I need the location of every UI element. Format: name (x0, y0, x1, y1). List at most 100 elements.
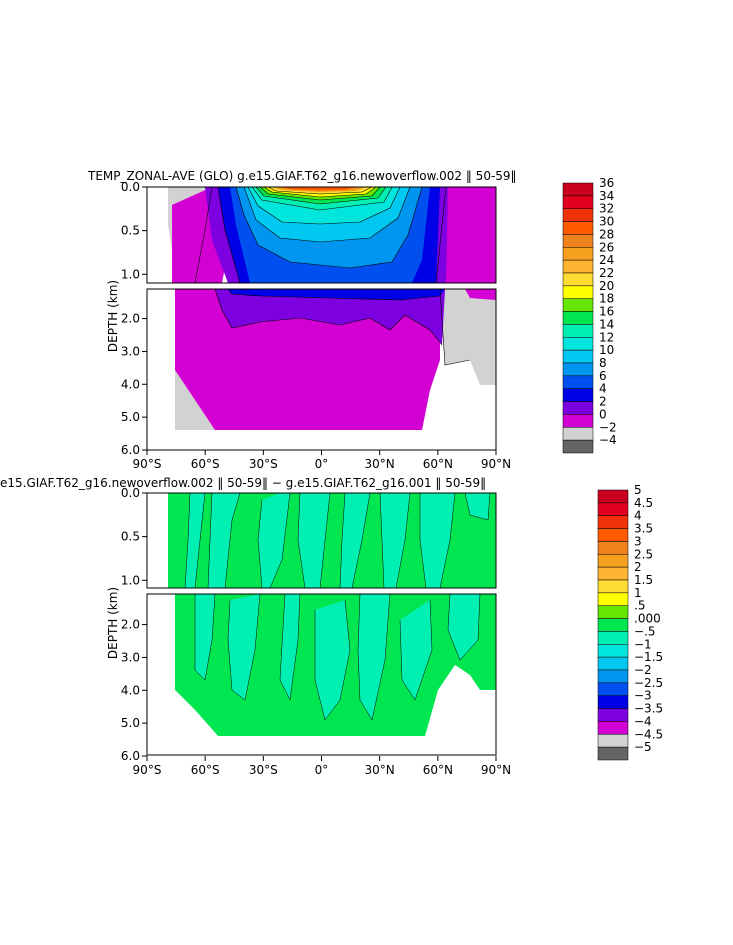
colorbar-swatch (597, 528, 629, 542)
chart-title: e15.GIAF.T62_g16.newoverflow.002 ‖ 50-59… (0, 476, 486, 490)
colorbar-swatch (597, 644, 629, 658)
colorbar-label: 34 (599, 189, 614, 203)
colorbar-label: 16 (599, 305, 614, 319)
colorbar-label: −1.5 (634, 650, 663, 664)
colorbar-label: −3.5 (634, 702, 663, 716)
colorbar-label: 18 (599, 292, 614, 306)
axis-ticks: 90°S 60°S 30°S 0° 30°N 60°N 90°N 0.0 0.5 1.0 2.0 3.… (121, 486, 511, 777)
colorbar-label: 3 (634, 534, 642, 548)
colorbar-label: 6 (599, 369, 607, 383)
colorbar-label: 2.5 (634, 547, 653, 561)
chart-title: TEMP_ZONAL-AVE (GLO) g.e15.GIAF.T62_g16.… (87, 169, 517, 183)
colorbar-label: 0 (599, 407, 607, 421)
colorbar-label: 32 (599, 202, 614, 216)
colorbar-label: 3.5 (634, 522, 653, 536)
colorbar-swatch (562, 298, 594, 312)
x-tick-label: 60°N (423, 763, 453, 777)
panel-difference: e15.GIAF.T62_g16.newoverflow.002 ‖ 50-59… (0, 476, 511, 777)
y-tick-label: 1.0 (121, 573, 140, 587)
colorbar-label: −2 (599, 420, 617, 434)
colorbar-label: 24 (599, 253, 614, 267)
y-tick-label: 4.0 (121, 377, 140, 391)
colorbar-swatch (562, 324, 594, 338)
y-tick-label: 6.0 (121, 443, 140, 457)
colorbar-swatch (562, 234, 594, 248)
colorbar-swatch (562, 285, 594, 299)
colorbar-label: 1.5 (634, 573, 653, 587)
y-tick-label: 0.5 (121, 530, 140, 544)
upper-section-frame (146, 186, 497, 284)
upper-section-frame (146, 492, 497, 589)
x-tick-label: 0° (315, 763, 329, 777)
y-tick-label: 3.0 (121, 344, 140, 358)
colorbar-label: 2 (599, 395, 607, 409)
colorbar-label: 1 (634, 586, 642, 600)
upper-section-fill (147, 493, 496, 588)
panel-temperature: TEMP_ZONAL-AVE (GLO) g.e15.GIAF.T62_g16.… (87, 169, 517, 471)
colorbar-swatch (562, 272, 594, 287)
x-tick-label: 90°N (481, 763, 511, 777)
colorbar-swatch (562, 401, 594, 415)
colorbar-label: −.5 (634, 624, 656, 638)
colorbar-label: 2 (634, 560, 642, 574)
y-tick-label: 2.0 (121, 618, 140, 632)
colorbar-swatch (562, 311, 594, 325)
colorbar-label: 22 (599, 266, 614, 280)
colorbar-label: −2 (634, 663, 652, 677)
colorbar-swatch (562, 337, 594, 351)
colorbar-swatch (597, 566, 629, 581)
colorbar-difference: 54.543.532.521.51.5.000−.5−1−1.5−2−2.5−3… (597, 483, 663, 761)
y-axis-label: DEPTH (km) (106, 280, 120, 352)
colorbar-swatch (597, 734, 629, 748)
colorbar-label: −5 (634, 740, 652, 754)
colorbar-swatch (562, 221, 594, 235)
lower-section-fill (147, 289, 496, 450)
colorbar-swatch (562, 247, 594, 261)
colorbar-swatch (597, 618, 629, 632)
colorbar-label: 10 (599, 343, 614, 357)
colorbar-swatch (562, 439, 594, 454)
colorbar-label: 20 (599, 279, 614, 293)
upper-section-fill (147, 187, 496, 283)
colorbar-swatch (597, 721, 629, 735)
y-tick-label: 2.0 (121, 312, 140, 326)
x-tick-label: 90°N (481, 457, 511, 471)
colorbar-label: −4 (634, 714, 652, 728)
colorbar-label: −2.5 (634, 676, 663, 690)
y-tick-label: 3.0 (121, 650, 140, 664)
x-tick-label: 60°S (191, 763, 220, 777)
y-tick-label: 0.0 (121, 180, 140, 194)
y-tick-label: 0.5 (121, 224, 140, 238)
x-tick-label: 90°S (133, 457, 162, 471)
lower-section-frame (146, 593, 497, 756)
colorbar-label: 36 (599, 176, 614, 190)
y-axis-label: DEPTH (km) (106, 587, 120, 659)
colorbar-label: −4.5 (634, 727, 663, 741)
y-tick-label: 6.0 (121, 749, 140, 763)
colorbar-swatch (597, 541, 629, 555)
colorbar-swatch (562, 182, 594, 197)
colorbar-swatch (562, 349, 594, 364)
colorbar-swatch (597, 669, 629, 684)
colorbar-swatch (597, 515, 629, 529)
x-tick-label: 30°S (249, 763, 278, 777)
colorbar-label: 12 (599, 330, 614, 344)
y-tick-label: 1.0 (121, 267, 140, 281)
colorbar-swatch (597, 746, 629, 761)
colorbar-swatch (597, 502, 629, 516)
colorbar-swatch (562, 375, 594, 389)
colorbar-swatch (562, 414, 594, 428)
colorbar-label: 30 (599, 215, 614, 229)
colorbar-label: .5 (634, 599, 645, 613)
x-tick-label: 60°N (423, 457, 453, 471)
y-tick-label: 0.0 (121, 486, 140, 500)
colorbar-swatch (597, 682, 629, 696)
colorbar-label: 4.5 (634, 496, 653, 510)
colorbar-label: .000 (634, 612, 661, 626)
colorbar-label: 28 (599, 227, 614, 241)
colorbar-label: −1 (634, 637, 652, 651)
x-tick-label: 30°N (365, 457, 395, 471)
colorbar-swatch (562, 259, 594, 274)
x-tick-label: 90°S (133, 763, 162, 777)
x-tick-label: 0° (315, 457, 329, 471)
